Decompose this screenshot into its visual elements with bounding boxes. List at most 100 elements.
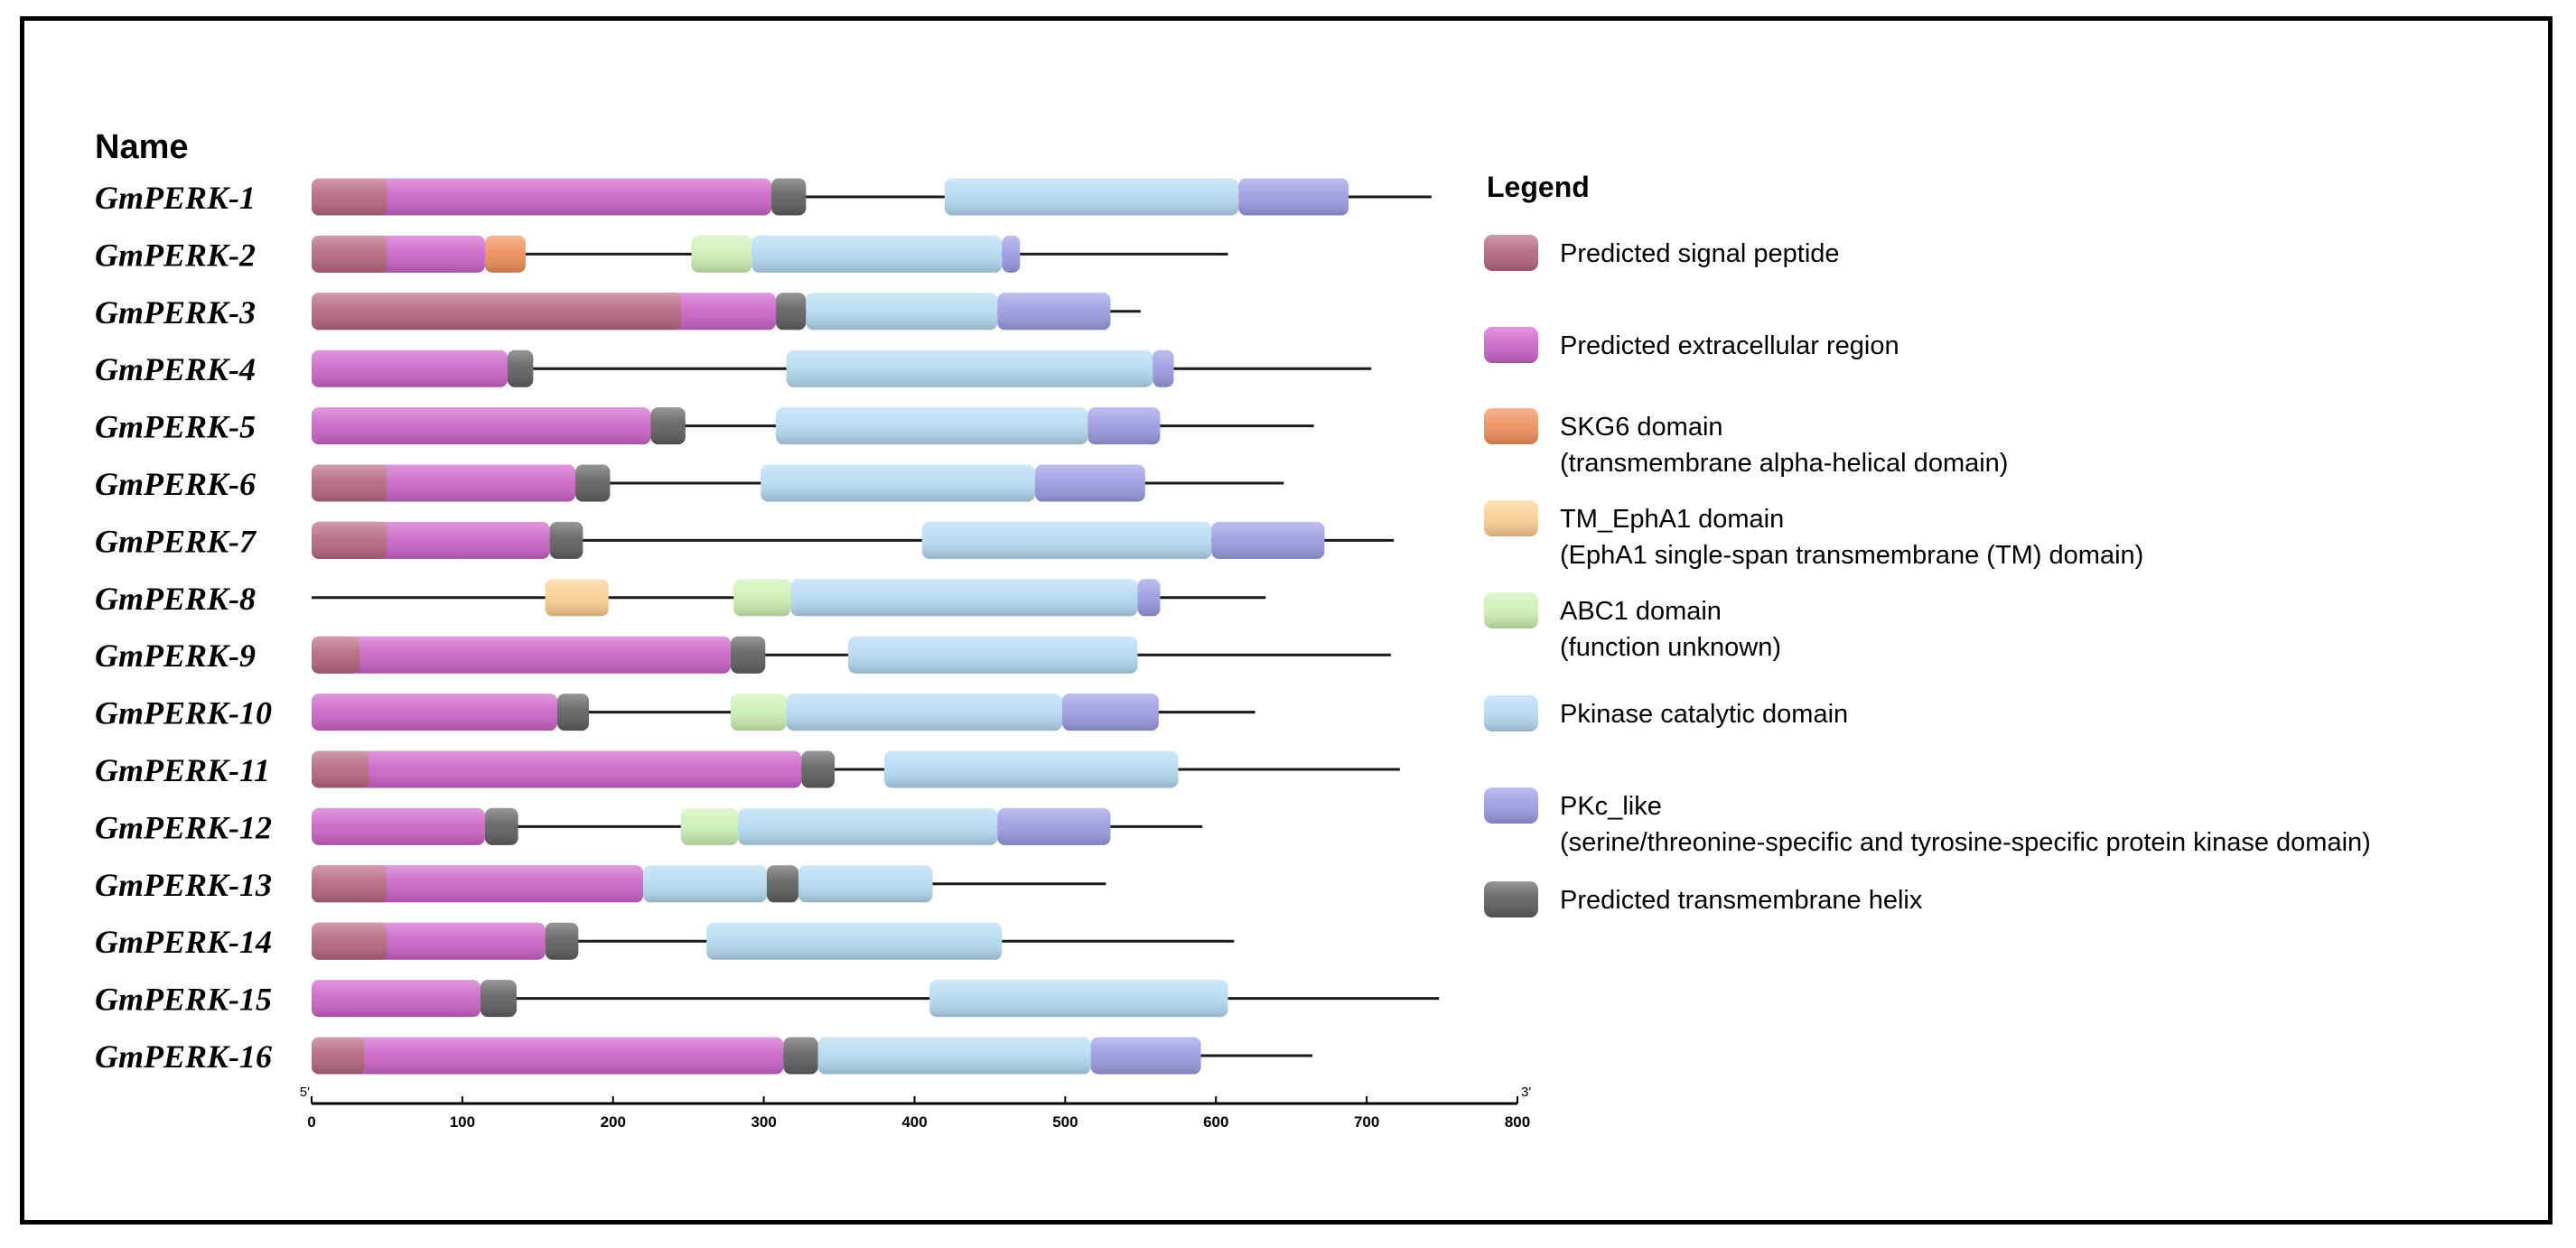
protein-rows: GmPERK-1 GmPERK-2 GmPERK-3 GmPERK-4 GmPERK-5… <box>95 178 1440 1075</box>
domain-segment-tm <box>557 694 590 731</box>
domain-segment-tm <box>775 293 807 331</box>
domain-segment-pkc <box>1211 521 1325 559</box>
legend-item-epha: TM_EphA1 domain (EphA1 single-span transm… <box>1484 500 2143 570</box>
axis-tick-label: 500 <box>1052 1113 1078 1131</box>
protein-row: GmPERK-16 <box>95 1037 1313 1075</box>
axis-tick-label: 0 <box>307 1113 315 1131</box>
legend-label: Predicted transmembrane helix <box>1560 886 1923 915</box>
domain-segment-sp <box>312 235 387 273</box>
legend-label: (function unknown) <box>1560 633 1781 662</box>
domain-segment-tm <box>650 407 686 445</box>
domain-segment-tm <box>549 521 583 559</box>
legend-swatch <box>1484 408 1538 444</box>
domain-segment-sp <box>312 521 387 559</box>
domain-segment-pk <box>761 464 1035 502</box>
domain-segment-ecr <box>312 1037 784 1075</box>
domain-segment-tm <box>507 349 534 387</box>
axis-tick-label: 400 <box>901 1113 927 1131</box>
protein-row: GmPERK-14 <box>95 922 1235 960</box>
domain-segment-sp <box>312 922 387 960</box>
legend-label: TM_EphA1 domain <box>1560 505 1784 534</box>
domain-segment-pkc <box>1062 694 1159 731</box>
protein-row: GmPERK-10 <box>95 694 1255 731</box>
protein-row: GmPERK-5 <box>95 407 1314 445</box>
protein-name: GmPERK-9 <box>95 638 256 674</box>
protein-row: GmPERK-7 <box>95 521 1395 559</box>
protein-row: GmPERK-4 <box>95 349 1372 387</box>
axis-tick-label: 800 <box>1505 1113 1530 1131</box>
legend-label: PKc_like <box>1560 792 1662 821</box>
axis-tick-label: 600 <box>1203 1113 1228 1131</box>
domain-segment-abc1 <box>733 579 791 617</box>
domain-segment-pk <box>921 521 1212 559</box>
protein-name: GmPERK-6 <box>95 466 256 502</box>
domain-segment-tm <box>783 1037 818 1075</box>
protein-name: GmPERK-4 <box>95 351 256 387</box>
domain-segment-sp <box>312 750 369 788</box>
protein-name: GmPERK-2 <box>95 237 256 273</box>
domain-segment-pk <box>884 750 1179 788</box>
legend-swatch <box>1484 327 1538 363</box>
protein-name: GmPERK-8 <box>95 581 256 617</box>
legend-item-abc1: ABC1 domain (function unknown) <box>1484 592 1781 662</box>
domain-segment-pk <box>944 178 1239 216</box>
domain-segment-pkc <box>1137 579 1161 617</box>
domain-segment-pkc <box>1090 1037 1201 1075</box>
domain-segment-tm <box>545 922 579 960</box>
legend-swatch <box>1484 500 1538 536</box>
domain-segment-tm <box>766 865 799 903</box>
domain-segment-tm <box>575 464 611 502</box>
legend-label: Pkinase catalytic domain <box>1560 700 1848 729</box>
protein-name: GmPERK-7 <box>95 523 257 559</box>
domain-segment-pkc <box>1153 349 1174 387</box>
domain-segment-pkc <box>1035 464 1145 502</box>
axis-end-label: 3' <box>1521 1085 1531 1100</box>
domain-segment-ecr <box>312 865 644 903</box>
protein-row: GmPERK-6 <box>95 464 1284 502</box>
domain-segment-pkc <box>1002 235 1021 273</box>
domain-segment-tm <box>484 807 518 845</box>
legend: Predicted signal peptide Predicted extrac… <box>1484 235 2371 917</box>
name-header: Name <box>95 128 189 166</box>
domain-segment-pk <box>643 865 767 903</box>
legend-label: (EphA1 single-span transmembrane (TM) do… <box>1560 541 2143 570</box>
legend-title: Legend <box>1487 171 1590 203</box>
legend-swatch <box>1484 235 1538 271</box>
domain-segment-sp <box>312 636 360 674</box>
legend-item-pkc: PKc_like (serine/threonine-specific and t… <box>1484 787 2371 857</box>
protein-row: GmPERK-3 <box>95 293 1141 331</box>
domain-segment-pkc <box>1087 407 1161 445</box>
legend-label: (transmembrane alpha-helical domain) <box>1560 449 2008 478</box>
domain-segment-ecr <box>312 407 651 445</box>
domain-segment-sp <box>312 865 387 903</box>
domain-segment-ecr <box>312 178 771 216</box>
protein-name: GmPERK-11 <box>95 752 270 788</box>
domain-segment-pk <box>738 807 998 845</box>
axis-tick-label: 200 <box>601 1113 626 1131</box>
domain-segment-skg6 <box>484 235 526 273</box>
domain-segment-ecr <box>312 694 558 731</box>
domain-segment-pk <box>790 579 1138 617</box>
domain-segment-pkc <box>1238 178 1349 216</box>
legend-item-pk: Pkinase catalytic domain <box>1484 695 1848 731</box>
protein-name: GmPERK-1 <box>95 180 256 216</box>
protein-name: GmPERK-10 <box>95 695 272 731</box>
domain-segment-sp <box>312 464 387 502</box>
domain-segment-epha <box>545 579 609 617</box>
protein-name: GmPERK-5 <box>95 409 256 445</box>
domain-segment-pk <box>806 293 998 331</box>
legend-label: SKG6 domain <box>1560 413 1723 442</box>
protein-row: GmPERK-1 <box>95 178 1432 216</box>
domain-segment-pkc <box>997 293 1111 331</box>
domain-segment-pk <box>751 235 1003 273</box>
protein-name: GmPERK-14 <box>95 924 272 960</box>
domain-segment-pk <box>706 922 1003 960</box>
protein-name: GmPERK-3 <box>95 294 256 331</box>
protein-row: GmPERK-15 <box>95 980 1440 1018</box>
domain-segment-ecr <box>312 750 802 788</box>
legend-swatch <box>1484 592 1538 629</box>
domain-segment-abc1 <box>691 235 752 273</box>
axis-start-label: 5' <box>300 1085 310 1100</box>
legend-label: (serine/threonine-specific and tyrosine-… <box>1560 828 2371 857</box>
domain-segment-ecr <box>312 349 508 387</box>
